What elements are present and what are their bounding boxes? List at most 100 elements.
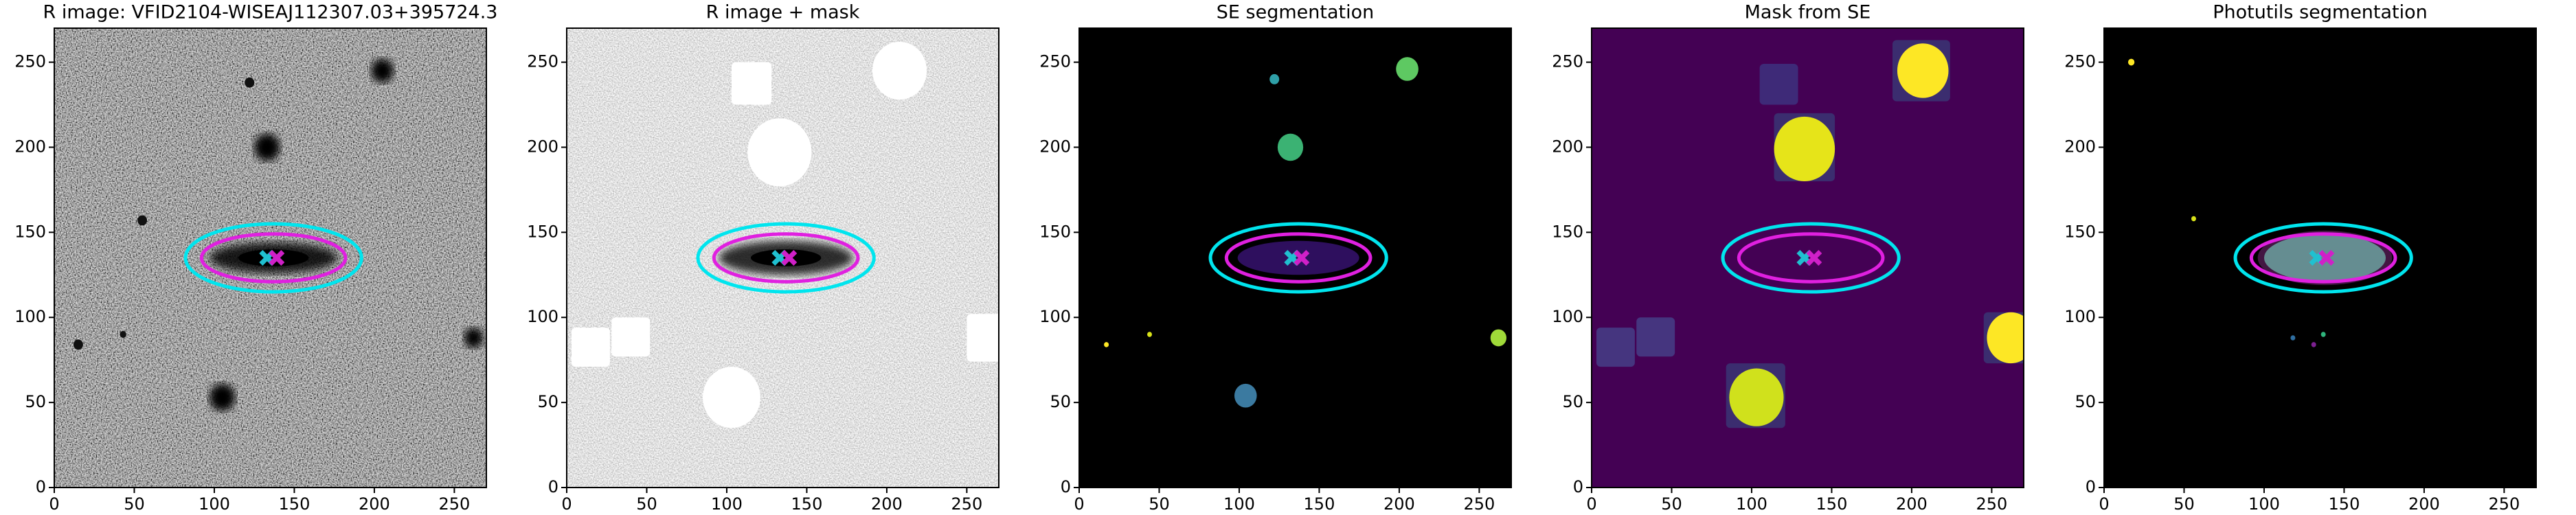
panel-title: SE segmentation <box>1217 2 1374 23</box>
mask-region <box>731 62 772 105</box>
source <box>1897 43 1949 98</box>
center-marker <box>781 250 798 266</box>
y-tick-label: 200 <box>527 137 558 156</box>
y-tick-label: 100 <box>1552 307 1583 326</box>
y-tick-label: 100 <box>527 307 558 326</box>
y-tick-label: 0 <box>2086 477 2096 496</box>
mask-region <box>571 328 610 367</box>
y-tick-label: 200 <box>1552 137 1583 156</box>
source <box>1277 133 1304 161</box>
x-tick-label: 0 <box>49 494 59 514</box>
center-marker <box>1293 250 1310 266</box>
x-tick-label: 100 <box>199 494 230 514</box>
x-tick-label: 150 <box>2329 494 2360 514</box>
panel-title: R image + mask <box>706 2 860 23</box>
y-tick-label: 250 <box>1552 52 1583 71</box>
image <box>1079 28 1511 488</box>
axes-frame <box>566 27 999 488</box>
source <box>1234 383 1257 408</box>
y-tick-label: 200 <box>1039 137 1071 156</box>
aperture-ellipse <box>183 222 363 294</box>
y-tick-label: 50 <box>537 392 558 411</box>
source <box>1396 57 1419 81</box>
y-tick-label: 0 <box>548 477 558 496</box>
x-tick-label: 0 <box>561 494 572 514</box>
image <box>54 28 486 488</box>
x-tick-label: 150 <box>791 494 823 514</box>
y-tick-label: 50 <box>25 392 46 411</box>
x-tick-label: 150 <box>279 494 310 514</box>
y-tick-label: 200 <box>2064 137 2096 156</box>
x-tick-label: 50 <box>124 494 145 514</box>
source <box>2191 216 2196 222</box>
mask-region <box>1759 64 1798 105</box>
y-tick-label: 50 <box>1562 392 1583 411</box>
x-tick-label: 150 <box>1816 494 1848 514</box>
center-marker <box>2318 250 2335 266</box>
source <box>73 339 83 350</box>
x-tick-label: 0 <box>1074 494 1084 514</box>
image <box>2104 28 2536 488</box>
y-tick-label: 150 <box>2064 222 2096 241</box>
aperture-ellipse <box>2233 222 2413 294</box>
mask-region <box>967 314 999 362</box>
center-marker <box>269 250 285 266</box>
axes-frame <box>1078 27 1512 488</box>
mask-region <box>1596 328 1635 367</box>
x-tick-label: 100 <box>2248 494 2280 514</box>
y-tick-label: 50 <box>1050 392 1071 411</box>
source <box>2127 58 2135 66</box>
source <box>254 133 280 161</box>
x-tick-label: 0 <box>1586 494 1596 514</box>
source <box>137 215 148 226</box>
source <box>1104 342 1109 347</box>
x-tick-label: 50 <box>1149 494 1170 514</box>
panel-title: Mask from SE <box>1745 2 1871 23</box>
x-tick-label: 200 <box>1383 494 1415 514</box>
x-tick-label: 250 <box>1464 494 1495 514</box>
image <box>567 28 999 488</box>
source <box>1147 332 1152 337</box>
panel-title: R image: VFID2104-WISEAJ112307.03+395724… <box>43 2 498 23</box>
mask-region <box>611 317 651 357</box>
y-tick-label: 250 <box>2064 52 2096 71</box>
source <box>464 328 484 348</box>
source <box>1269 73 1280 84</box>
panel: 0 50 100 150 200 250 0 50 100 150 200 250 R image + … <box>527 2 999 514</box>
aperture-ellipse <box>696 222 876 294</box>
source <box>747 118 812 187</box>
source <box>1987 312 2024 364</box>
source <box>872 41 927 100</box>
x-tick-label: 100 <box>711 494 743 514</box>
y-tick-label: 150 <box>1552 222 1583 241</box>
y-tick-label: 250 <box>527 52 558 71</box>
axes-frame <box>2103 27 2537 488</box>
aperture-ellipse <box>1208 222 1388 294</box>
mask-region <box>1636 317 1675 357</box>
y-tick-label: 250 <box>1039 52 1071 71</box>
aperture-ellipse <box>1224 232 1372 284</box>
y-tick-label: 0 <box>1573 477 1583 496</box>
panel: 0 50 100 150 200 250 0 50 100 150 200 250 Mask from … <box>1552 2 2024 514</box>
center-marker <box>1806 250 1822 266</box>
x-tick-label: 250 <box>2489 494 2520 514</box>
y-tick-label: 200 <box>14 137 46 156</box>
panel: 0 50 100 150 200 250 0 50 100 150 200 250 Photutils … <box>2064 2 2537 514</box>
y-tick-label: 50 <box>2075 392 2096 411</box>
source <box>371 58 394 83</box>
source <box>2320 332 2326 337</box>
source <box>1490 329 1507 347</box>
y-tick-label: 150 <box>1039 222 1071 241</box>
source <box>209 383 236 411</box>
y-tick-label: 0 <box>36 477 46 496</box>
source <box>2290 335 2296 341</box>
x-tick-label: 200 <box>359 494 390 514</box>
y-tick-label: 0 <box>1061 477 1071 496</box>
x-tick-label: 50 <box>1661 494 1682 514</box>
aperture-ellipse <box>712 232 860 284</box>
y-tick-label: 100 <box>1039 307 1071 326</box>
aperture-ellipse <box>1737 232 1885 284</box>
x-tick-label: 100 <box>1223 494 1255 514</box>
source <box>1729 368 1784 426</box>
